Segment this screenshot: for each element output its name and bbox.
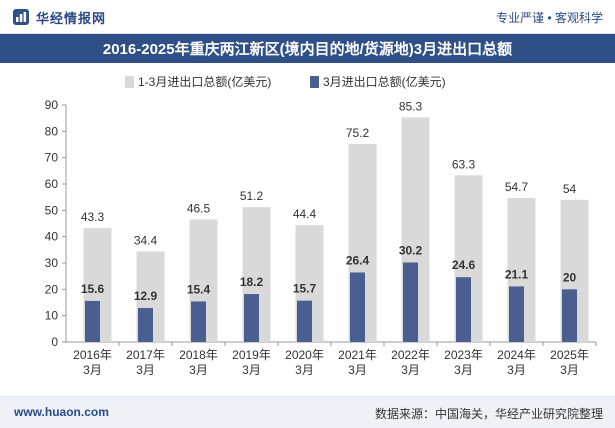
data-label-march-total: 18.2 — [240, 275, 264, 289]
footer: www.huaon.com 数据来源：中国海关，华经产业研究院整理 — [0, 396, 615, 428]
x-tick-label-year: 2022年 — [391, 348, 430, 362]
data-label-march-total: 15.7 — [293, 282, 317, 296]
website-link[interactable]: www.huaon.com — [14, 405, 109, 419]
x-tick-label-year: 2017年 — [126, 348, 165, 362]
x-tick-label-month: 3月 — [83, 363, 102, 377]
top-bar: 华经情报网 专业严谨 • 客观科学 — [0, 0, 615, 34]
y-tick-label: 70 — [45, 151, 59, 165]
x-tick-label-month: 3月 — [560, 363, 579, 377]
x-tick-label-month: 3月 — [401, 363, 420, 377]
bar-march-total — [191, 301, 206, 342]
bar-march-total — [244, 294, 259, 342]
x-tick-label-year: 2020年 — [285, 348, 324, 362]
y-tick-label: 60 — [45, 177, 59, 191]
data-label-march-total: 15.6 — [81, 282, 105, 296]
bar-march-total — [297, 300, 312, 342]
data-label-march-total: 26.4 — [346, 253, 370, 267]
data-label-q1-total: 54 — [563, 182, 577, 196]
bar-march-total — [562, 289, 577, 342]
brand-name: 华经情报网 — [36, 10, 107, 26]
y-tick-label: 40 — [45, 230, 59, 244]
y-tick-label: 80 — [45, 124, 59, 138]
bar-march-total — [456, 277, 471, 342]
bar-march-total — [350, 272, 365, 342]
bar-march-total — [85, 300, 100, 342]
bar-march-total — [509, 286, 524, 342]
x-tick-label-month: 3月 — [136, 363, 155, 377]
legend-label-2: 3月进出口总额(亿美元) — [323, 74, 446, 89]
data-label-march-total: 21.1 — [505, 267, 529, 281]
y-tick-label: 50 — [45, 203, 59, 217]
legend-swatch-1 — [125, 76, 134, 88]
chart-title: 2016-2025年重庆两江新区(境内目的地/货源地)3月进出口总额 — [102, 41, 513, 58]
x-tick-label-month: 3月 — [242, 363, 261, 377]
data-label-q1-total: 54.7 — [505, 180, 529, 194]
x-tick-label-year: 2023年 — [444, 348, 483, 362]
data-label-q1-total: 75.2 — [346, 126, 370, 140]
data-label-q1-total: 44.4 — [293, 207, 317, 221]
brand: 华经情报网 — [12, 7, 106, 27]
brand-logo-icon — [13, 9, 29, 25]
legend-swatch-2 — [310, 76, 319, 88]
x-tick-label-month: 3月 — [507, 363, 526, 377]
y-tick-label: 20 — [45, 282, 59, 296]
x-tick-label-year: 2024年 — [497, 348, 536, 362]
data-label-q1-total: 46.5 — [187, 202, 211, 216]
y-tick-label: 0 — [51, 335, 58, 349]
x-tick-label-month: 3月 — [295, 363, 314, 377]
x-tick-label-year: 2021年 — [338, 348, 377, 362]
x-tick-label-month: 3月 — [348, 363, 367, 377]
y-tick-label: 30 — [45, 256, 59, 270]
data-label-q1-total: 43.3 — [81, 210, 105, 224]
data-label-march-total: 15.4 — [187, 282, 211, 296]
legend-label-1: 1-3月进出口总额(亿美元) — [138, 74, 271, 89]
data-label-march-total: 24.6 — [452, 258, 476, 272]
data-label-q1-total: 85.3 — [399, 99, 423, 113]
x-tick-label-year: 2018年 — [179, 348, 218, 362]
x-tick-label-year: 2019年 — [232, 348, 271, 362]
bar-chart: 1-3月进出口总额(亿美元) 3月进出口总额(亿美元) 0 10 20 30 40 50 60 7… — [45, 74, 597, 377]
data-label-q1-total: 51.2 — [240, 189, 264, 203]
bar-march-total — [138, 308, 153, 342]
data-label-march-total: 20 — [563, 270, 577, 284]
slogan: 专业严谨 • 客观科学 — [496, 11, 603, 25]
x-tick-label-year: 2025年 — [550, 348, 589, 362]
data-label-march-total: 30.2 — [399, 243, 423, 257]
bar-march-total — [403, 262, 418, 342]
x-tick-label-year: 2016年 — [73, 348, 112, 362]
data-source: 数据来源：中国海关，华经产业研究院整理 — [374, 407, 603, 421]
data-label-q1-total: 63.3 — [452, 157, 476, 171]
data-label-q1-total: 34.4 — [134, 233, 158, 247]
x-tick-label-month: 3月 — [189, 363, 208, 377]
y-tick-label: 90 — [45, 98, 59, 112]
title-bar: 2016-2025年重庆两江新区(境内目的地/货源地)3月进出口总额 — [0, 34, 615, 63]
data-label-march-total: 12.9 — [134, 289, 158, 303]
y-tick-label: 10 — [45, 309, 59, 323]
x-tick-label-month: 3月 — [454, 363, 473, 377]
